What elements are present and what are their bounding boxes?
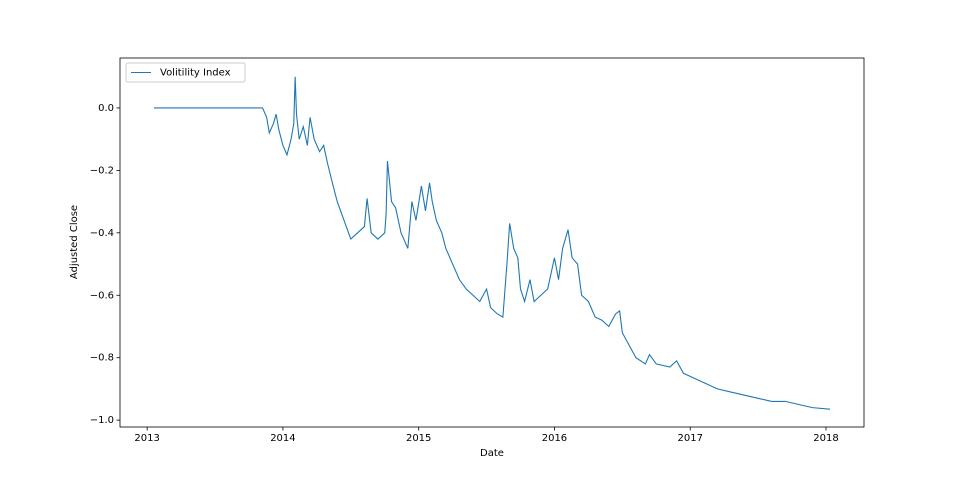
- y-tick-label: −0.8: [90, 353, 114, 364]
- legend-label: Volitility Index: [160, 68, 231, 79]
- y-axis-label: Adjusted Close: [69, 205, 80, 279]
- x-tick-label: 2013: [134, 433, 159, 444]
- y-tick-label: −0.6: [90, 290, 114, 301]
- y-tick-label: 0.0: [98, 103, 114, 114]
- legend-box: [125, 62, 246, 83]
- y-tick-label: −0.4: [90, 228, 114, 239]
- x-tick-label: 2017: [677, 433, 702, 444]
- plot-frame: [119, 57, 865, 428]
- x-tick-label: 2016: [542, 433, 567, 444]
- x-tick-label: 2014: [270, 433, 295, 444]
- x-tick-label: 2018: [813, 433, 838, 444]
- y-tick-label: −0.2: [90, 165, 114, 176]
- x-axis-label: Date: [480, 448, 504, 459]
- x-tick-label: 2015: [406, 433, 431, 444]
- y-tick-label: −1.0: [90, 415, 114, 426]
- data-line: [153, 76, 831, 410]
